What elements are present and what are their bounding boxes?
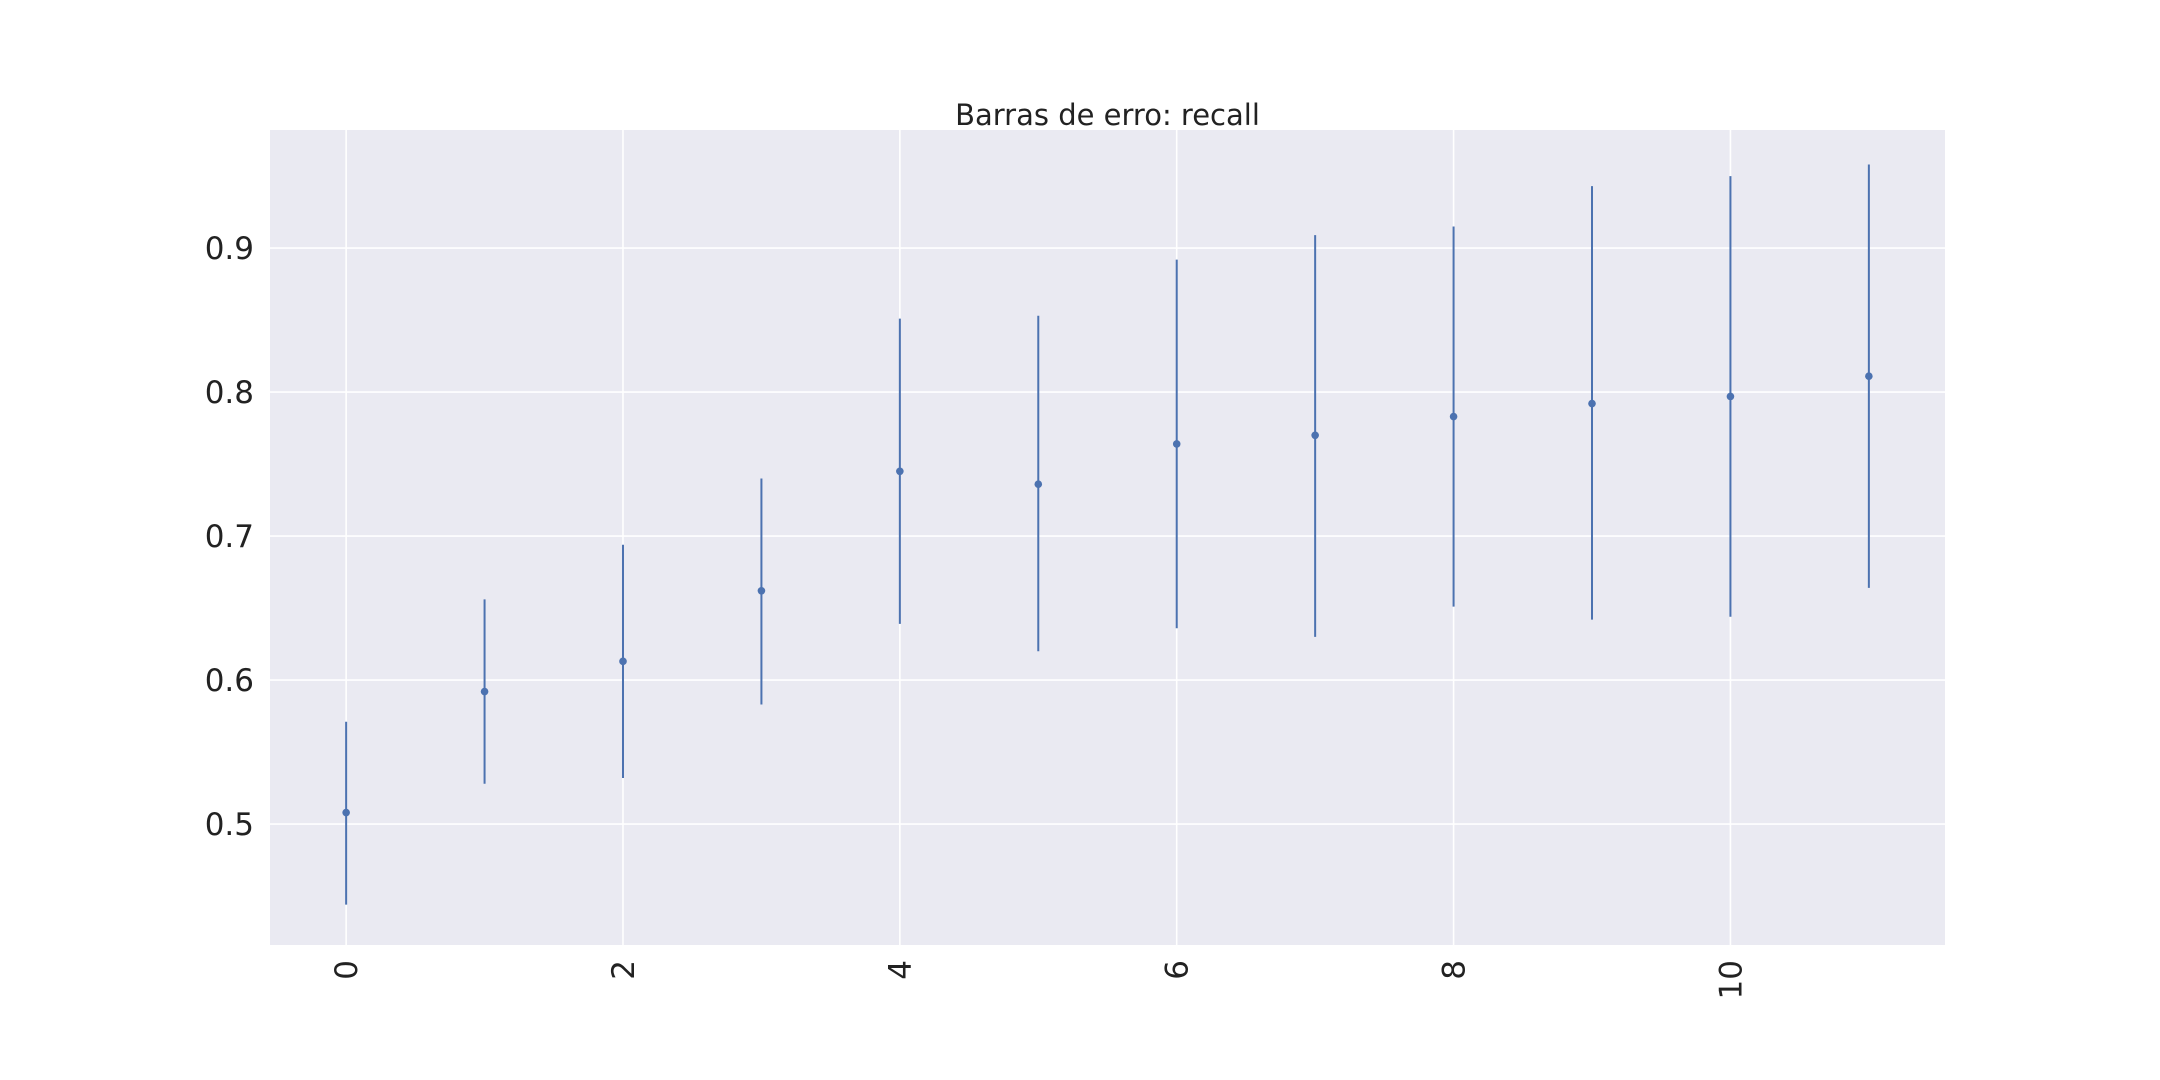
mean-point-8 <box>1449 412 1458 421</box>
mean-point-9 <box>1588 399 1596 408</box>
mean-point-5 <box>1034 480 1043 489</box>
x-tick-label-0: 0 <box>329 960 365 980</box>
y-tick-label-4: 0.9 <box>205 231 254 267</box>
mean-point-7 <box>1311 431 1319 440</box>
x-tick-label-1: 2 <box>606 960 642 980</box>
y-tick-label-2: 0.7 <box>205 519 254 555</box>
x-tick-label-4: 8 <box>1437 960 1473 980</box>
x-tick-label-5: 10 <box>1713 960 1749 999</box>
mean-point-3 <box>757 586 766 595</box>
y-tick-label-0: 0.5 <box>205 807 254 843</box>
y-tick-labels: 0.5 0.6 0.7 0.8 0.9 <box>205 231 254 843</box>
mean-point-2 <box>619 657 627 666</box>
chart-title: Barras de erro: recall <box>955 98 1260 132</box>
y-tick-label-1: 0.6 <box>205 663 254 699</box>
mean-point-1 <box>480 687 489 696</box>
x-tick-label-3: 6 <box>1160 960 1196 980</box>
y-tick-label-3: 0.8 <box>205 375 254 411</box>
x-tick-labels: 0 2 4 6 8 10 <box>329 960 1749 999</box>
mean-point-10 <box>1726 392 1735 401</box>
mean-point-11 <box>1865 372 1873 381</box>
mean-point-4 <box>896 467 904 476</box>
x-tick-label-2: 4 <box>883 960 919 980</box>
mean-point-0 <box>342 808 350 817</box>
mean-point-6 <box>1172 440 1181 448</box>
mean-points <box>342 372 1873 817</box>
plot-area <box>270 130 1945 945</box>
